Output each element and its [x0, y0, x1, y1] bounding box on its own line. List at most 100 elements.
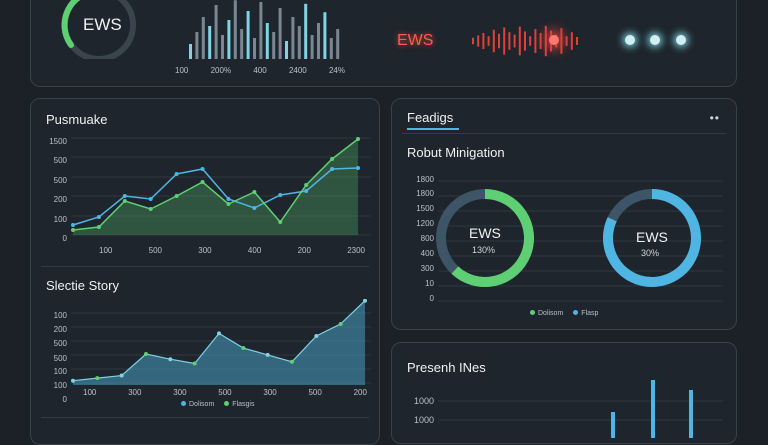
- more-options-icon[interactable]: ••: [709, 111, 720, 125]
- bar: [329, 38, 333, 59]
- y-tick: 500: [53, 176, 67, 185]
- bar-tick: 100: [175, 66, 189, 75]
- bar-tick: 200%: [210, 66, 232, 75]
- data-point: [338, 321, 343, 326]
- chart1-plot: [71, 137, 371, 236]
- y-tick: 500: [53, 339, 67, 348]
- chart2-legend: Dolisom Flasgis: [181, 401, 254, 408]
- header-panel: EWS 100 200% 400 2400 24% EWS: [30, 0, 737, 87]
- legend-swatch-blue: [573, 310, 579, 315]
- data-point: [290, 359, 294, 364]
- y-tick: 400: [420, 249, 434, 258]
- data-point: [252, 190, 257, 194]
- wave-bar: [487, 36, 490, 46]
- gauge-fill: [451, 189, 534, 287]
- data-point: [71, 378, 75, 383]
- bar: [310, 35, 314, 59]
- y-tick: 1500: [416, 204, 434, 213]
- chart1-title: Pusmuake: [46, 112, 108, 127]
- legend-item: Dolisom: [181, 401, 214, 408]
- ews-gauge-label: EWS: [83, 15, 122, 34]
- data-point: [363, 299, 367, 303]
- bar-tick: 2400: [288, 66, 307, 75]
- bar: [233, 0, 237, 59]
- y-tick: 1800: [416, 189, 434, 198]
- wave-bar: [513, 34, 516, 48]
- chart1-yaxis: 1500 500 500 200 100 0: [31, 137, 67, 249]
- legend-label: Flasgis: [232, 401, 255, 408]
- wave-bar: [477, 35, 480, 47]
- bar: [278, 8, 282, 59]
- gauge-right: [603, 189, 701, 287]
- gauge-left-label: EWS: [469, 225, 501, 241]
- bar: [336, 29, 340, 59]
- robust-mitigation-subtitle: Robut Minigation: [407, 145, 505, 160]
- bar: [201, 17, 205, 59]
- bar: [651, 380, 655, 438]
- data-point: [330, 157, 335, 161]
- data-point: [71, 223, 75, 227]
- bar: [317, 23, 320, 59]
- bar: [227, 20, 231, 59]
- x-tick: 300: [128, 388, 142, 397]
- y-tick: 200: [53, 325, 67, 334]
- y-tick: 1800: [416, 175, 434, 184]
- y-tick: 100: [53, 367, 67, 376]
- top-bar-ticks: 100 200% 400 2400 24%: [175, 66, 345, 75]
- y-tick: 500: [53, 156, 67, 165]
- y-tick: 10: [425, 279, 434, 288]
- bar: [259, 2, 263, 59]
- bar-tick: 24%: [328, 66, 345, 75]
- legend-item: Flasgis: [224, 401, 254, 408]
- data-point: [356, 137, 360, 141]
- series-line-1: [72, 138, 359, 231]
- data-point: [122, 194, 127, 198]
- wave-bar: [492, 29, 495, 53]
- data-point: [252, 206, 257, 210]
- data-point: [96, 215, 101, 219]
- legend-swatch-green: [224, 401, 230, 406]
- data-point: [304, 183, 309, 187]
- wave-bar: [503, 27, 506, 55]
- wave-bar: [565, 36, 568, 46]
- y-tick: 1000: [414, 415, 435, 425]
- x-tick: 300: [173, 388, 187, 397]
- bar: [291, 17, 295, 59]
- area-teal: [73, 300, 365, 385]
- status-dot-red: [549, 35, 559, 45]
- data-point: [95, 376, 100, 381]
- wave-bar: [576, 37, 578, 45]
- y-tick: 1500: [49, 137, 67, 146]
- feadigs-title: Feadigs: [407, 110, 454, 125]
- status-dot-3: [676, 35, 686, 45]
- chart2-title: Slectie Story: [46, 278, 119, 293]
- chart2-xaxis: 100 300 300 500 300 500 200: [83, 388, 367, 397]
- bar: [323, 12, 327, 59]
- presenh-title: Presenh INes: [407, 360, 486, 375]
- gauge-fill: [603, 189, 701, 287]
- data-point: [71, 228, 75, 232]
- ews-gauge-ring: [61, 0, 136, 59]
- bar: [265, 23, 269, 59]
- data-point: [330, 167, 335, 171]
- y-tick: 100: [53, 215, 67, 224]
- bar: [304, 3, 308, 60]
- wave-bar: [570, 32, 573, 50]
- data-point: [144, 352, 148, 357]
- data-point: [148, 197, 153, 201]
- y-tick: 0: [429, 294, 434, 303]
- bar: [285, 41, 288, 59]
- bar: [611, 412, 615, 438]
- data-point: [119, 373, 124, 378]
- feadigs-panel: Feadigs •• Robut Minigation 1800 1800 15…: [391, 98, 737, 330]
- x-tick: 200: [297, 246, 311, 255]
- bar-tick: 400: [253, 66, 267, 75]
- x-tick: 2300: [347, 246, 365, 255]
- y-tick: 0: [62, 234, 67, 243]
- data-point: [200, 180, 205, 184]
- wave-bar: [482, 33, 485, 49]
- data-point: [278, 220, 283, 224]
- title-underline: [407, 128, 459, 130]
- data-point: [226, 202, 231, 206]
- legend-label: Dolisom: [189, 401, 215, 408]
